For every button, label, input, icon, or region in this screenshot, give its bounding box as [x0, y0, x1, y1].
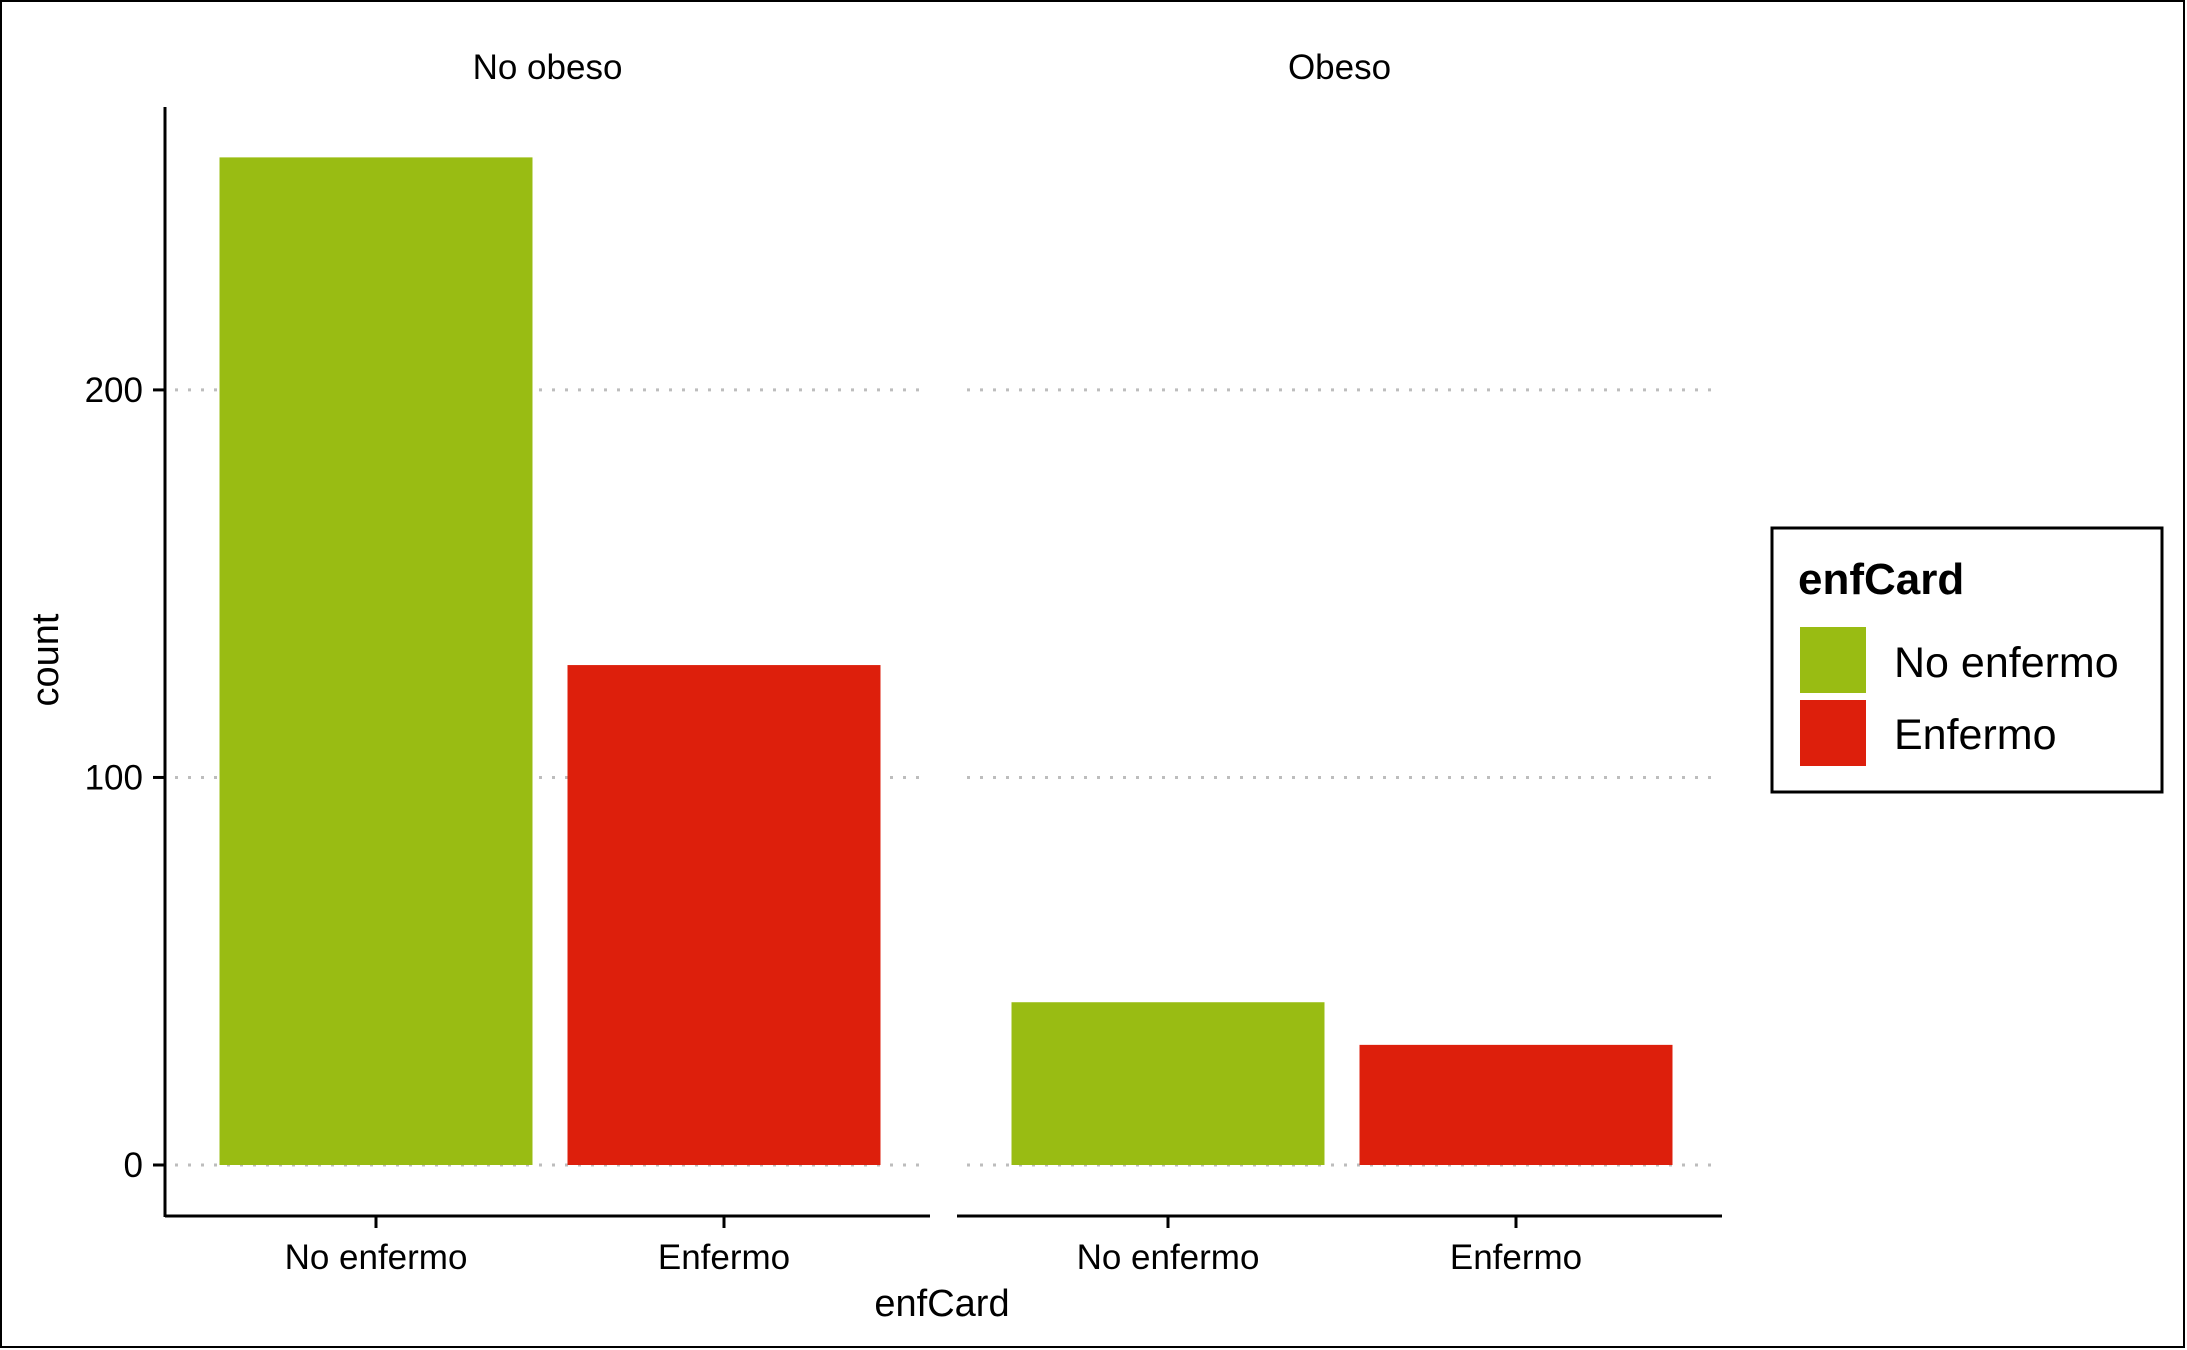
bar-no-obeso-enfermo	[567, 665, 881, 1165]
facet-label-obeso: Obeso	[1288, 48, 1391, 87]
legend-key-enfermo	[1800, 700, 1866, 766]
bar-obeso-no-enfermo	[1011, 1002, 1325, 1165]
legend-label-enfermo: Enfermo	[1894, 711, 2057, 759]
x-axis-title: enfCard	[874, 1283, 1009, 1325]
x-tick-label-no-obeso-enfermo: Enfermo	[658, 1238, 790, 1277]
x-tick-label-obeso-no-enfermo: No enfermo	[1077, 1238, 1260, 1277]
x-tick-label-obeso-enfermo: Enfermo	[1450, 1238, 1582, 1277]
legend-title: enfCard	[1798, 555, 1964, 604]
y-tick-label-100: 100	[85, 758, 143, 797]
bar-no-obeso-no-enfermo	[219, 157, 533, 1165]
facet-label-no-obeso: No obeso	[473, 48, 623, 87]
y-tick-label-0: 0	[124, 1146, 143, 1185]
legend: enfCard No enfermo Enfermo	[1770, 526, 2164, 794]
y-axis-title: count	[25, 613, 67, 706]
x-tick-label-no-obeso-no-enfermo: No enfermo	[285, 1238, 468, 1277]
legend-label-no-enfermo: No enfermo	[1894, 639, 2119, 687]
y-tick-label-200: 200	[85, 371, 143, 410]
legend-box	[1770, 526, 2164, 794]
bar-obeso-enfermo	[1359, 1044, 1673, 1165]
legend-key-no-enfermo	[1800, 627, 1866, 693]
